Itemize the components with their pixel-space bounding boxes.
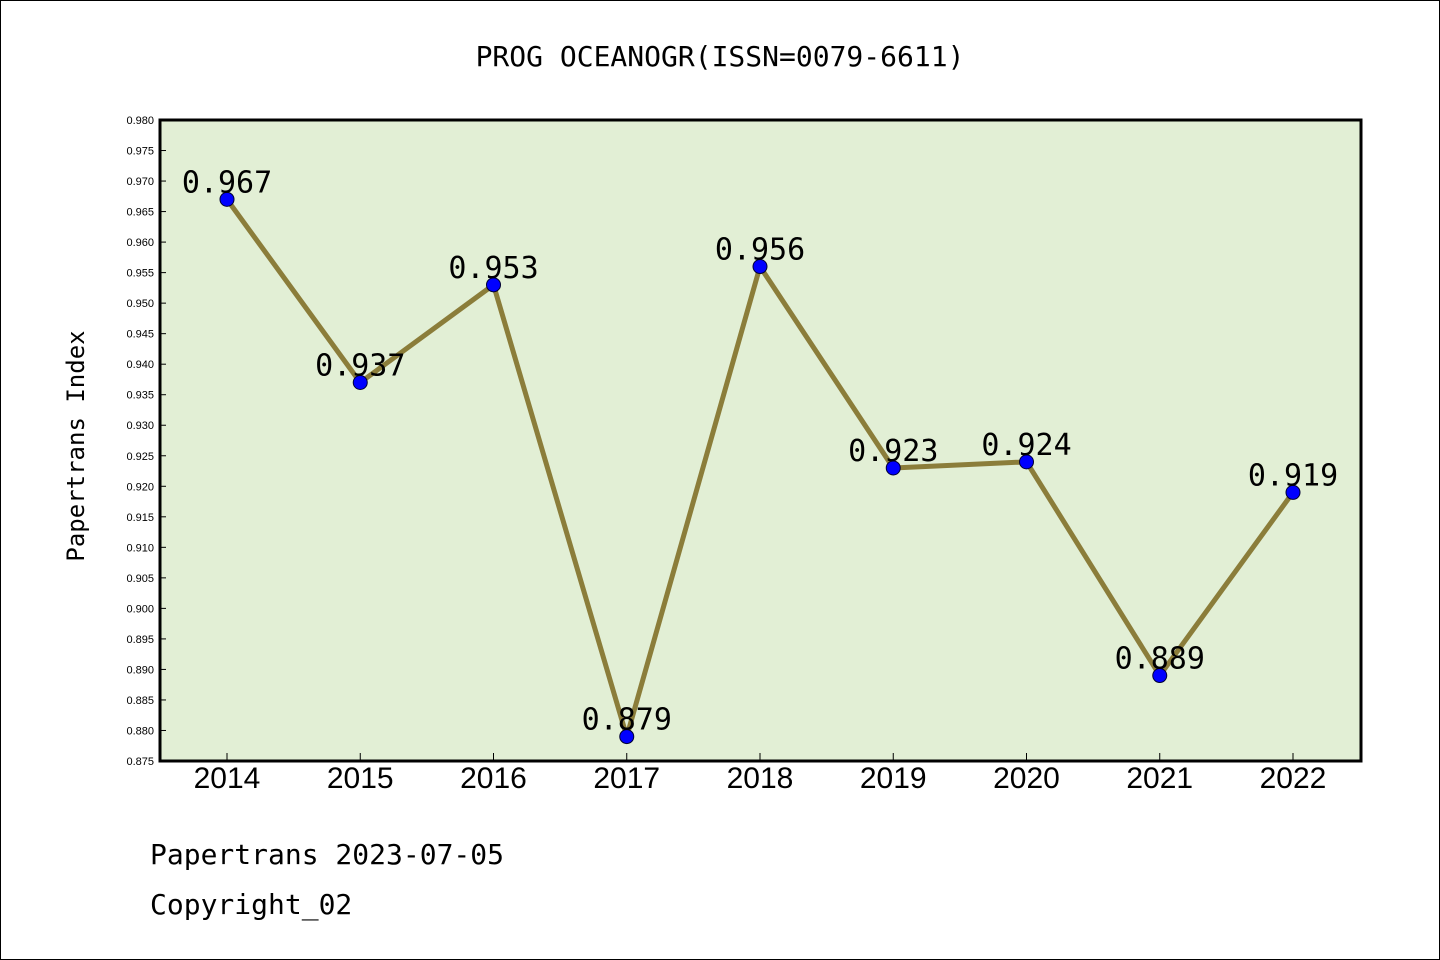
data-point: [1019, 454, 1034, 470]
y-tick-label: 0.945: [126, 329, 154, 341]
data-labels: 0.967 0.937 0.953 0.879 0.956 0.923 0.924 0.889…: [182, 165, 1338, 737]
data-label: 0.919: [1248, 458, 1338, 493]
x-tick-label: 2017: [593, 762, 660, 795]
y-tick-label: 0.925: [126, 451, 154, 463]
data-label: 0.924: [981, 428, 1071, 463]
x-tick-label: 2022: [1260, 762, 1327, 795]
y-tick-label: 0.915: [126, 512, 154, 524]
x-tick-label: 2018: [727, 762, 794, 795]
y-tick-label: 0.970: [126, 176, 154, 188]
y-tick-label: 0.895: [126, 634, 154, 646]
y-tick-label: 0.950: [126, 298, 154, 310]
data-label: 0.953: [448, 251, 538, 286]
x-tick-label: 2021: [1126, 762, 1193, 795]
data-point: [486, 277, 501, 293]
x-tick-label: 2015: [327, 762, 394, 795]
x-axis-ticks: 2014 2015 2016 2017 2018 2019 2020 2021 2022: [194, 753, 1327, 795]
y-tick-label: 0.960: [126, 237, 154, 249]
y-axis-ticks: 0.875 0.880 0.885 0.890 0.895 0.900 0.905 0.910…: [126, 115, 166, 768]
data-label: 0.879: [582, 703, 672, 738]
y-tick-label: 0.920: [126, 481, 154, 493]
data-point: [619, 729, 635, 745]
y-tick-label: 0.890: [126, 664, 154, 676]
plot-area: [158, 118, 1363, 763]
y-tick-label: 0.980: [126, 115, 154, 127]
data-label: 0.923: [848, 434, 938, 469]
y-tick-label: 0.955: [126, 268, 154, 280]
chart-title: PROG OCEANOGR(ISSN=0079-6611): [476, 40, 965, 73]
data-point: [219, 191, 235, 207]
data-label: 0.889: [1115, 642, 1205, 677]
data-point: [1285, 484, 1301, 500]
data-label: 0.956: [715, 233, 805, 268]
y-tick-label: 0.940: [126, 359, 154, 371]
x-tick-label: 2019: [860, 762, 927, 795]
y-tick-label: 0.975: [126, 146, 154, 158]
y-tick-label: 0.930: [126, 420, 154, 432]
y-tick-label: 0.885: [126, 695, 154, 707]
y-tick-label: 0.875: [126, 756, 154, 768]
y-tick-label: 0.880: [126, 725, 154, 737]
series-group: [219, 191, 1301, 745]
x-tick-label: 2014: [194, 762, 261, 795]
y-tick-label: 0.935: [126, 390, 154, 402]
y-tick-label: 0.965: [126, 207, 154, 219]
x-tick-label: 2016: [460, 762, 527, 795]
footer-line-2: Copyright_02: [150, 888, 352, 922]
data-label: 0.937: [315, 349, 405, 384]
y-axis-label: Papertrans Index: [62, 330, 90, 561]
y-tick-label: 0.900: [126, 603, 154, 615]
data-point: [885, 460, 901, 476]
data-point: [752, 259, 768, 275]
footer-line-1: Papertrans 2023-07-05: [150, 838, 504, 871]
data-point: [1152, 668, 1168, 684]
y-tick-label: 0.905: [126, 573, 154, 585]
y-tick-label: 0.910: [126, 542, 154, 554]
data-label: 0.967: [182, 165, 272, 200]
data-point: [352, 375, 368, 391]
x-tick-label: 2020: [993, 762, 1060, 795]
